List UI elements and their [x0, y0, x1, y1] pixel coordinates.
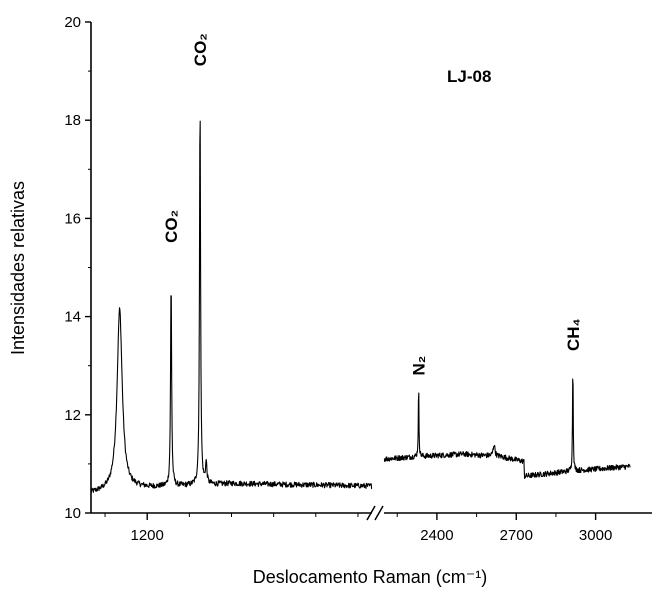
peak-label: N₂ [410, 356, 429, 376]
y-axis-ticks: 10 12 14 16 18 20 [64, 14, 91, 522]
y-tick-label: 12 [64, 407, 81, 424]
axes [90, 22, 652, 521]
x-axis-title: Deslocamento Raman (cm⁻¹) [253, 567, 488, 587]
x-tick-label: 2400 [420, 527, 453, 544]
x-tick-label: 2700 [500, 527, 533, 544]
sample-label: LJ-08 [447, 67, 491, 86]
y-axis-title: Intensidades relativas [8, 181, 28, 355]
x-axis-ticks: 1200 2400 2700 3000 [104, 513, 612, 544]
peak-annotations: CO₂ CO₂ N₂ CH₄ [162, 33, 583, 375]
y-tick-label: 10 [64, 505, 81, 522]
spectrum-line [90, 120, 373, 493]
y-tick-label: 16 [64, 210, 81, 227]
y-tick-label: 14 [64, 309, 81, 326]
x-tick-label: 1200 [131, 527, 164, 544]
y-tick-label: 20 [64, 14, 81, 31]
peak-label: CH₄ [564, 318, 583, 351]
peak-label: CO₂ [191, 33, 210, 66]
peak-label: CO₂ [162, 210, 181, 243]
x-tick-label: 3000 [579, 527, 612, 544]
y-tick-label: 18 [64, 112, 81, 129]
axis-break-mark [366, 505, 384, 521]
spectrum-line [383, 378, 631, 479]
spectrum-series [90, 120, 631, 493]
